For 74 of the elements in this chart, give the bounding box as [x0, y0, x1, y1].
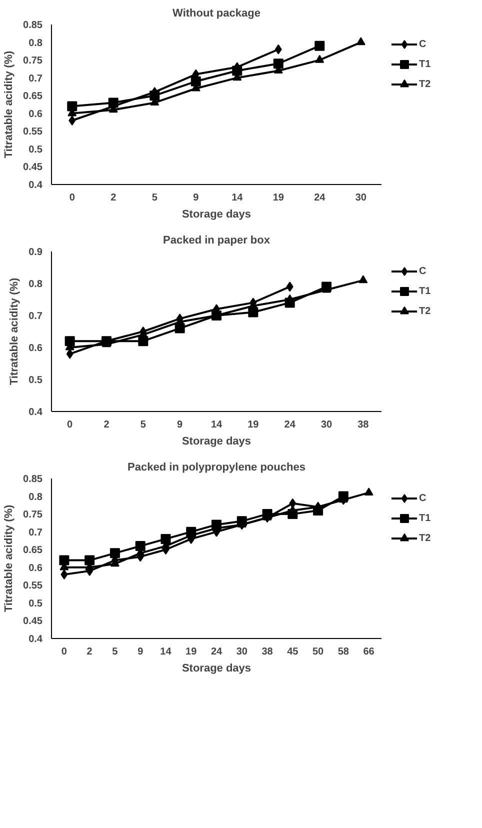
y-tick-label: 0.85	[23, 20, 43, 31]
x-tick-label: 5	[140, 420, 146, 430]
legend-label: T2	[419, 306, 432, 316]
x-tick-label: 14	[232, 192, 244, 204]
x-tick-label: 45	[287, 646, 299, 658]
legend-label: C	[419, 492, 428, 504]
legend-label: T2	[419, 532, 432, 544]
x-tick-label: 19	[186, 646, 198, 658]
x-axis-title: Storage days	[182, 436, 252, 448]
chart-title: Packed in polypropylene pouches	[128, 462, 306, 474]
x-tick-label: 0	[69, 192, 76, 204]
x-tick-label: 24	[314, 192, 326, 204]
x-tick-label: 19	[248, 420, 260, 430]
y-tick-label: 0.6	[28, 562, 43, 574]
y-tick-label: 0.4	[28, 180, 43, 191]
y-axis-title: Titratable acidity (%)	[3, 50, 16, 158]
legend-label: C	[419, 38, 428, 50]
x-tick-label: 5	[152, 192, 158, 204]
y-tick-label: 0.65	[23, 91, 43, 102]
x-tick-label: 14	[160, 646, 172, 658]
y-tick-label: 0.4	[28, 407, 43, 418]
x-tick-label: 9	[138, 646, 144, 658]
x-tick-label: 2	[110, 192, 117, 204]
x-tick-label: 38	[262, 646, 274, 658]
y-tick-label: 0.55	[23, 126, 43, 138]
y-axis-title: Titratable acidity (%)	[8, 277, 21, 386]
y-tick-label: 0.7	[28, 73, 43, 84]
y-tick-label: 0.45	[23, 616, 43, 628]
x-tick-label: 38	[358, 420, 370, 430]
x-tick-label: 0	[61, 646, 68, 658]
legend-label: T1	[419, 512, 432, 524]
y-tick-label: 0.9	[28, 247, 43, 258]
x-tick-label: 9	[193, 192, 200, 204]
y-tick-label: 0.8	[28, 492, 43, 503]
y-tick-label: 0.5	[28, 598, 43, 610]
y-tick-label: 0.5	[28, 144, 43, 156]
y-tick-label: 0.65	[23, 545, 43, 556]
y-tick-label: 0.85	[23, 474, 43, 485]
y-tick-label: 0.8	[28, 38, 43, 49]
y-tick-label: 0.6	[28, 343, 43, 354]
x-axis-title: Storage days	[182, 662, 252, 674]
x-tick-label: 30	[355, 192, 367, 204]
x-tick-label: 2	[104, 420, 110, 430]
y-tick-label: 0.6	[28, 108, 43, 120]
y-tick-label: 0.75	[23, 56, 43, 67]
y-axis-title: Titratable acidity (%)	[3, 504, 16, 612]
x-tick-label: 0	[67, 420, 74, 430]
legend-label: T2	[419, 78, 432, 90]
x-tick-label: 5	[112, 646, 118, 658]
x-tick-label: 24	[284, 420, 296, 430]
x-tick-label: 14	[210, 420, 222, 430]
y-tick-label: 0.5	[28, 375, 43, 386]
x-tick-label: 2	[86, 646, 93, 658]
x-tick-label: 50	[312, 646, 324, 658]
y-tick-label: 0.45	[23, 162, 43, 174]
y-tick-label: 0.75	[23, 510, 43, 521]
x-tick-label: 58	[338, 646, 350, 658]
x-tick-label: 30	[320, 420, 332, 430]
chart-title: Without package	[172, 8, 260, 20]
legend-label: T1	[419, 286, 432, 296]
x-tick-label: 24	[210, 646, 222, 658]
y-tick-label: 0.4	[28, 634, 43, 645]
legend-label: C	[419, 266, 428, 276]
chart-title: Packed in paper box	[163, 234, 271, 246]
x-tick-label: 19	[272, 192, 284, 204]
x-tick-label: 66	[363, 646, 375, 658]
y-tick-label: 0.7	[28, 311, 43, 322]
y-tick-label: 0.7	[28, 527, 43, 538]
legend-label: T1	[419, 58, 432, 70]
x-tick-label: 30	[236, 646, 248, 658]
x-tick-label: 9	[177, 420, 184, 430]
x-axis-title: Storage days	[182, 208, 252, 220]
y-tick-label: 0.55	[23, 580, 43, 592]
y-tick-label: 0.8	[28, 279, 43, 290]
